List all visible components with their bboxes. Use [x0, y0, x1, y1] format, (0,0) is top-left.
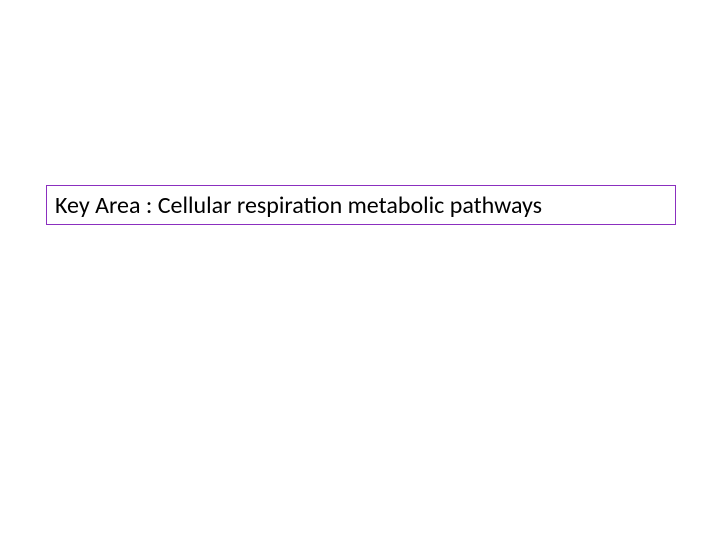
key-area-title-text: Key Area : Cellular respiration metaboli…: [55, 191, 542, 220]
slide-canvas: Key Area : Cellular respiration metaboli…: [0, 0, 720, 540]
key-area-title-box: Key Area : Cellular respiration metaboli…: [46, 185, 676, 225]
